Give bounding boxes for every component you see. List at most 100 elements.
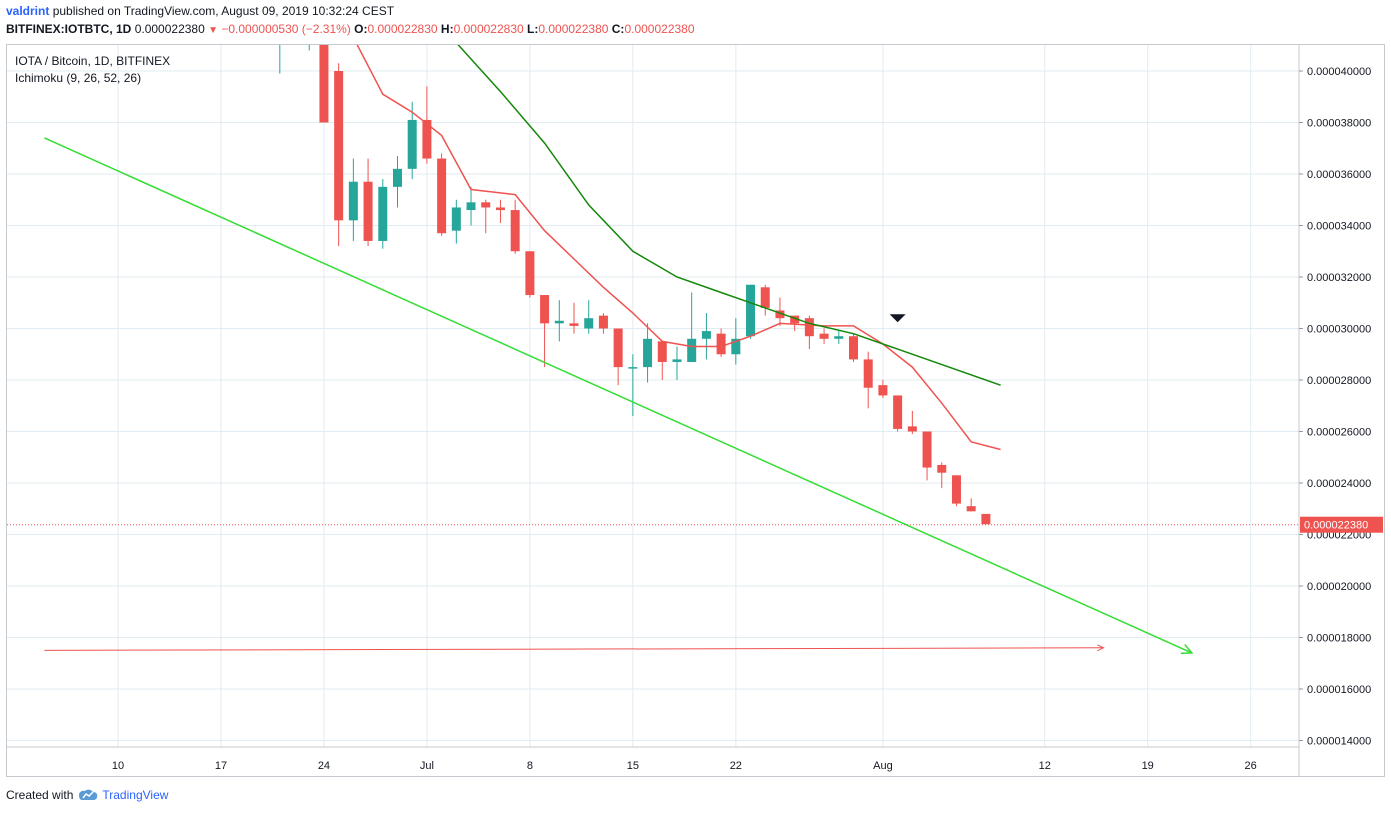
candle-body: [525, 251, 535, 296]
candle-body: [363, 181, 373, 241]
y-tick-label: 0.000036000: [1307, 169, 1371, 181]
created-with-label: Created with: [6, 788, 74, 802]
target-line: [44, 647, 1104, 651]
publish-date: published on TradingView.com, August 09,…: [52, 4, 395, 18]
x-tick-label: Aug: [873, 760, 893, 772]
last-price-tag: [1300, 516, 1383, 533]
candle-body: [598, 315, 608, 329]
candle-body: [437, 158, 447, 234]
triangle-down-icon: [889, 314, 906, 323]
y-tick-label: 0.000030000: [1307, 324, 1371, 336]
x-tick-label: Jul: [420, 760, 434, 772]
candle-body: [716, 333, 726, 355]
y-tick-label: 0.000034000: [1307, 221, 1371, 233]
candle-body: [672, 359, 682, 362]
candle-body: [657, 341, 667, 362]
candle-body: [407, 119, 417, 169]
last-price: 0.000022380: [134, 22, 205, 36]
candle-body: [481, 202, 491, 208]
y-tick-label: 0.000028000: [1307, 375, 1371, 387]
last-price-tag-label: 0.000022380: [1304, 520, 1368, 532]
chart-legend: IOTA / Bitcoin, 1D, BITFINEX Ichimoku (9…: [15, 53, 170, 87]
x-tick-label: 10: [112, 760, 124, 772]
trendline-arrow-icon: [1180, 644, 1194, 655]
x-tick-label: 12: [1039, 760, 1051, 772]
x-tick-label: 24: [318, 760, 330, 772]
candle-body: [584, 318, 594, 329]
candle-body: [907, 426, 917, 432]
candle-body: [863, 359, 873, 388]
candle-body: [422, 119, 432, 159]
candle-body: [819, 333, 829, 339]
candle-body: [510, 210, 520, 252]
legend-indicator[interactable]: Ichimoku (9, 26, 52, 26): [15, 71, 142, 85]
low-label: L:: [527, 22, 539, 36]
candle-body: [981, 513, 991, 525]
candle-body: [569, 323, 579, 326]
candle-body: [348, 181, 358, 221]
candle-body: [701, 331, 711, 339]
candle-body: [760, 287, 770, 308]
trendline: [44, 137, 1193, 654]
candle-body: [495, 207, 505, 211]
author-name[interactable]: valdrint: [6, 4, 50, 18]
candle-body: [554, 320, 564, 324]
candle-body: [643, 338, 653, 368]
candle-body: [334, 71, 344, 221]
chart-frame: [6, 44, 1385, 777]
open-value: 0.000022830: [367, 22, 438, 36]
y-tick-label: 0.000014000: [1307, 736, 1371, 748]
close-label: C:: [611, 22, 625, 36]
x-tick-label: 8: [527, 760, 533, 772]
x-tick-label: 22: [730, 760, 742, 772]
base-line: [457, 45, 1001, 386]
y-tick-label: 0.000018000: [1307, 633, 1371, 645]
low-value: 0.000022380: [538, 22, 609, 36]
candle-body: [966, 506, 976, 512]
candle-body: [849, 336, 858, 360]
candle-body: [834, 336, 844, 339]
high-value: 0.000022830: [453, 22, 524, 36]
candle-body: [378, 186, 388, 241]
candle-body: [613, 328, 623, 368]
publish-info: valdrint published on TradingView.com, A…: [6, 4, 394, 18]
candle-body: [746, 284, 756, 337]
candle-body: [451, 207, 461, 231]
candle-body: [878, 385, 888, 396]
x-tick-label: 17: [215, 760, 227, 772]
y-tick-label: 0.000024000: [1307, 478, 1371, 490]
candle-body: [790, 315, 800, 324]
y-tick-label: 0.000016000: [1307, 684, 1371, 696]
legend-title: IOTA / Bitcoin, 1D, BITFINEX: [15, 54, 171, 68]
candle-body: [922, 431, 932, 468]
x-tick-label: 19: [1142, 760, 1154, 772]
high-label: H:: [440, 22, 454, 36]
tradingview-link[interactable]: TradingView: [77, 788, 168, 802]
candle-body: [392, 168, 402, 187]
tradingview-brand: TradingView: [102, 788, 169, 802]
candle-body: [319, 45, 329, 123]
candle-body: [466, 202, 476, 211]
symbol-label: BITFINEX:IOTBTC, 1D: [6, 22, 132, 36]
y-tick-label: 0.000040000: [1307, 66, 1371, 78]
ohlc-bar: BITFINEX:IOTBTC, 1D 0.000022380 ▼ −0.000…: [6, 22, 695, 36]
y-tick-label: 0.000026000: [1307, 427, 1371, 439]
candle-body: [804, 318, 814, 337]
candle-body: [540, 295, 550, 324]
y-tick-label: 0.000020000: [1307, 581, 1371, 593]
candle-body: [731, 338, 741, 355]
x-tick-label: 15: [627, 760, 639, 772]
footer: Created with TradingView: [6, 788, 168, 802]
y-tick-label: 0.000038000: [1307, 118, 1371, 130]
open-label: O:: [354, 22, 368, 36]
candle-body: [775, 310, 785, 319]
candle-body: [628, 367, 638, 369]
candle-body: [937, 464, 947, 473]
down-arrow-icon: ▼: [208, 25, 219, 36]
candle-body: [951, 475, 961, 504]
y-tick-label: 0.000032000: [1307, 272, 1371, 284]
x-tick-label: 26: [1245, 760, 1257, 772]
tradingview-logo-icon: [79, 789, 98, 800]
conversion-line: [356, 45, 1001, 451]
